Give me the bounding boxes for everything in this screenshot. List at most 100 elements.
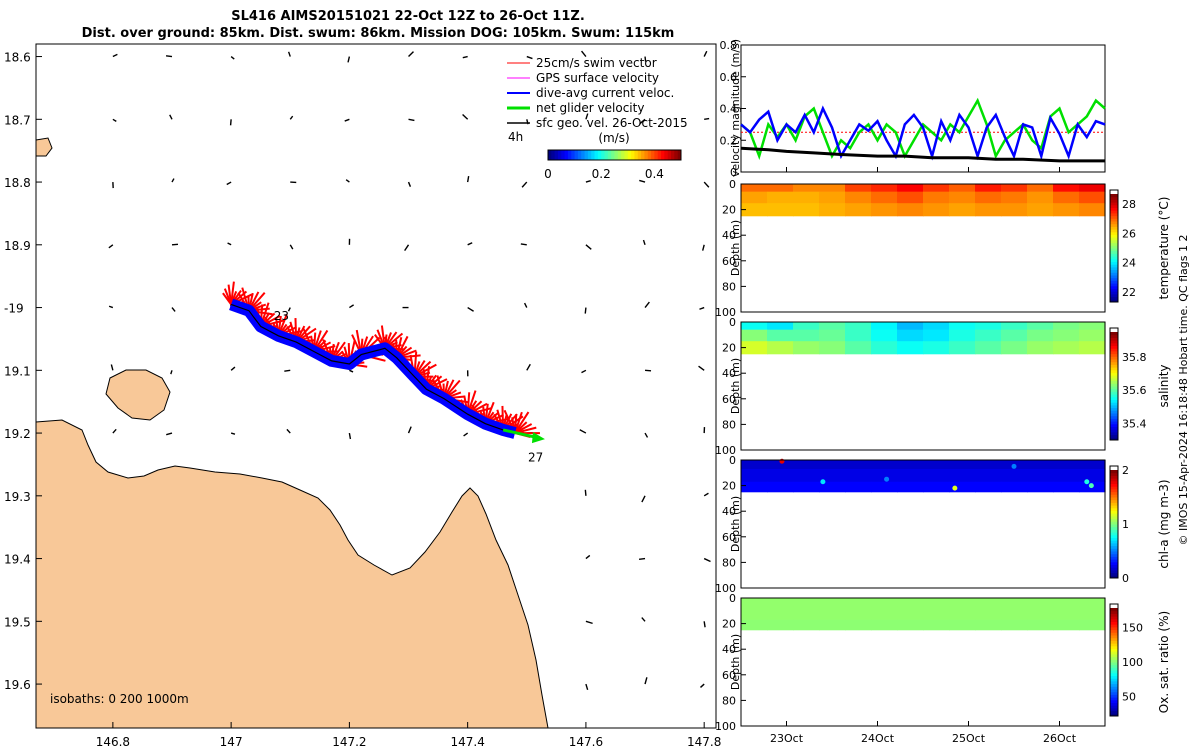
map-colorbar-cell xyxy=(664,150,669,160)
map-colorbar-cell xyxy=(617,150,622,160)
section-colorbar-tick: 28 xyxy=(1122,198,1136,211)
section-colorbar-cell xyxy=(1110,215,1118,219)
section-cell xyxy=(767,191,794,204)
map-colorbar-cell xyxy=(657,150,662,160)
section-colorbar-tick: 35.8 xyxy=(1122,351,1147,364)
section-y-tick-label: 60 xyxy=(722,393,736,406)
section-colorbar-cell xyxy=(1110,621,1118,625)
section-cell xyxy=(1027,203,1054,217)
section-colorbar-frame xyxy=(1109,465,1119,579)
map-y-tick-label: 19.6 xyxy=(4,678,31,692)
map-colorbar: 0 0.2 0.4 xyxy=(544,149,682,181)
section-3: 0 20 40 60 80 100 Depth (m) 35.4 35.6 35.8 salinit… xyxy=(715,316,1171,457)
section-cell xyxy=(767,329,794,342)
section-cell xyxy=(923,468,950,483)
section-colorbar-cell xyxy=(1110,399,1118,403)
section-frame xyxy=(740,459,1106,589)
section-cell xyxy=(949,619,976,631)
section-y-tick-label: 20 xyxy=(722,204,736,217)
map-colorbar-cell xyxy=(677,150,682,160)
section-colorbar-cell xyxy=(1110,667,1118,671)
section-colorbar-cell xyxy=(1110,513,1118,517)
geo-vector-arrow xyxy=(703,50,708,57)
section-colorbar-frame xyxy=(1109,327,1119,441)
map-colorbar-cell xyxy=(567,150,572,160)
track-line xyxy=(230,303,516,434)
geo-vector-arrow xyxy=(226,181,232,186)
section-colorbar-cell xyxy=(1110,375,1118,379)
section-colorbar-cell xyxy=(1110,386,1118,390)
geo-vector-arrow xyxy=(463,432,469,437)
section-colorbar-cell xyxy=(1110,248,1118,252)
section-colorbar-label: salinity xyxy=(1157,364,1171,407)
section-cell xyxy=(923,619,950,631)
section-colorbar-cell xyxy=(1110,234,1118,238)
section-cell xyxy=(741,598,768,608)
section-colorbar-cell xyxy=(1110,635,1118,639)
section-cell xyxy=(1079,460,1106,470)
geo-vector-arrow xyxy=(170,370,173,375)
section-cell xyxy=(949,598,976,608)
map-colorbar-cell xyxy=(591,150,596,160)
section-cell xyxy=(975,203,1002,217)
map-colorbar-cell xyxy=(571,150,576,160)
section-cell xyxy=(845,619,872,631)
isobaths-label: isobaths: 0 200 1000m xyxy=(50,692,189,706)
section-cell xyxy=(1027,481,1054,493)
geo-vector-arrow xyxy=(700,683,705,688)
section-colorbar-cell xyxy=(1110,275,1118,279)
geo-vector-arrow xyxy=(165,55,173,58)
section-cell xyxy=(923,203,950,217)
section-colorbar-tick: 22 xyxy=(1122,286,1136,299)
geo-vector-arrow xyxy=(521,181,528,188)
section-cell xyxy=(1001,619,1028,631)
section-cell xyxy=(1027,598,1054,608)
map-colorbar-tick: 0.2 xyxy=(592,167,611,181)
section-cell xyxy=(1001,606,1028,621)
section-cell xyxy=(767,184,794,192)
section-cell xyxy=(1001,468,1028,483)
section-colorbar-cell xyxy=(1110,369,1118,373)
section-cell xyxy=(1053,184,1080,192)
section-cell xyxy=(923,481,950,493)
section-colorbar-cell xyxy=(1110,218,1118,222)
section-colorbar-cell xyxy=(1110,553,1118,557)
map-colorbar-cell xyxy=(621,150,625,160)
geo-vector-arrow xyxy=(698,365,705,371)
section-cell xyxy=(741,184,768,192)
section-cell xyxy=(741,468,768,483)
section-5: 0 20 40 60 80 100 Depth (m) 50 100 150 Ox. sat. ra… xyxy=(715,592,1171,733)
section-cell xyxy=(793,329,820,342)
geo-vector-arrow xyxy=(585,179,591,183)
section-cell xyxy=(871,203,898,217)
section-colorbar-frame xyxy=(1109,603,1119,717)
map-colorbar-cell xyxy=(624,150,629,160)
map-colorbar-cell xyxy=(581,150,586,160)
map-colorbar-cell xyxy=(647,150,652,160)
section-spot xyxy=(1084,479,1090,485)
legend-gps-label: GPS surface velocity xyxy=(536,71,659,85)
map-x-tick-label: 147.8 xyxy=(687,735,721,749)
section-colorbar-cell xyxy=(1110,694,1118,698)
section-colorbar-cell xyxy=(1110,212,1118,217)
magnetic-island xyxy=(105,369,171,421)
section-colorbar-cell xyxy=(1110,713,1118,717)
geo-vector-arrow xyxy=(349,369,354,373)
geo-vector-arrow xyxy=(462,113,469,120)
geo-vector-arrow xyxy=(230,366,236,371)
section-colorbar-cell xyxy=(1110,664,1118,668)
section-cell xyxy=(819,203,846,217)
section-colorbar-label: Ox. sat. ratio (%) xyxy=(1157,611,1171,713)
map-x-tick-label: 146.8 xyxy=(96,735,130,749)
geo-vector-arrow xyxy=(584,307,587,314)
legend-current-label: dive-avg current veloc. xyxy=(536,86,674,100)
section-cell xyxy=(897,468,924,483)
geo-vector-arrow xyxy=(703,621,706,628)
section-4: 0 20 40 60 80 100 Depth (m) 0 1 2 chl-a (mg m-3) xyxy=(715,454,1171,595)
section-colorbar-cell xyxy=(1110,502,1118,506)
legend-net-label: net glider velocity xyxy=(536,101,644,115)
section-cell xyxy=(845,460,872,470)
section-colorbar-cell xyxy=(1110,475,1118,479)
section-colorbar-tick: 100 xyxy=(1122,656,1143,669)
section-colorbar-cell xyxy=(1110,337,1118,341)
